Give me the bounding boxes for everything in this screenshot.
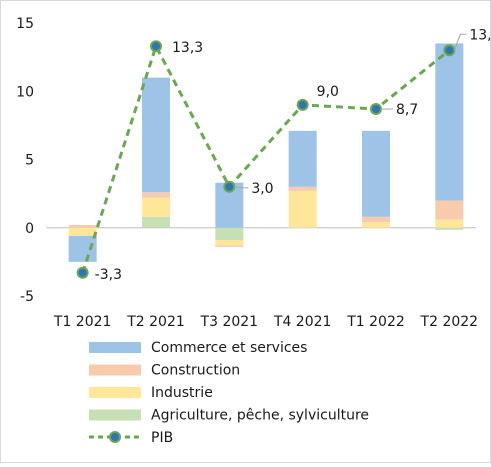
y-tick-label: 5 (25, 153, 34, 169)
bar-commerce-et-services (68, 235, 97, 262)
legend-swatch-marker (109, 431, 121, 443)
x-tick-label: T3 2021 (200, 314, 259, 330)
bar-construction (362, 216, 390, 223)
data-label: 13,3 (172, 40, 203, 56)
bar-agriculture-peche-sylviculture (435, 227, 464, 230)
x-tick-label: T2 2021 (126, 314, 185, 330)
bar-commerce-et-services (435, 43, 464, 201)
axis-layer: -5 0 5 10 15 T1 2021 T2 2021 T3 2021 T4 2021 T1 2… (16, 16, 478, 330)
legend-swatch (89, 364, 141, 376)
legend-label: Industrie (151, 385, 213, 401)
y-tick-label: 0 (25, 221, 34, 237)
bar-construction (142, 192, 170, 198)
pib-marker (296, 98, 309, 111)
bars-layer (68, 43, 464, 262)
pib-marker (76, 266, 89, 279)
data-label: 9,0 (317, 84, 339, 100)
data-label: 8,7 (396, 102, 418, 118)
legend-label: Commerce et services (151, 340, 307, 356)
bar-industrie (142, 197, 170, 217)
bar-agriculture-peche-sylviculture (215, 227, 244, 241)
pib-marker (223, 180, 236, 193)
data-label: -3,3 (95, 267, 122, 283)
bar-commerce-et-services (288, 130, 317, 187)
bar-industrie (215, 240, 244, 246)
legend-label: Agriculture, pêche, sylviculture (151, 408, 369, 424)
bar-industrie (288, 190, 317, 228)
x-tick-label: T2 2022 (420, 314, 479, 330)
x-tick-label: T4 2021 (273, 314, 332, 330)
bar-construction (215, 245, 244, 247)
legend-swatch (89, 387, 141, 398)
pib-marker (150, 40, 162, 53)
bar-industrie (362, 222, 390, 228)
legend-label: PIB (151, 430, 173, 446)
bar-construction (68, 225, 97, 228)
data-label-leader (453, 33, 467, 51)
data-label: 13,0 (469, 27, 490, 43)
pib-marker (443, 44, 456, 57)
pib-marker (370, 102, 382, 115)
bar-agriculture-peche-sylviculture (142, 216, 170, 228)
data-label: 3,0 (251, 181, 273, 197)
bar-commerce-et-services (142, 77, 170, 193)
x-tick-label: T1 2022 (346, 314, 405, 330)
data-label-leader (234, 186, 249, 189)
bar-industrie (435, 219, 464, 228)
legend-label: Construction (151, 363, 240, 379)
y-tick-label: -5 (20, 289, 34, 305)
line-layer (76, 40, 456, 279)
bar-construction (288, 186, 317, 191)
legend-swatch (89, 409, 141, 421)
labels-layer: -3,3 13,3 3,0 9,0 8,7 13,0 (95, 27, 491, 283)
y-tick-label: 15 (16, 16, 34, 32)
bar-industrie (68, 227, 97, 236)
bar-commerce-et-services (362, 130, 390, 217)
y-tick-label: 10 (16, 84, 34, 100)
legend-swatch (89, 342, 141, 353)
pib-line (81, 42, 451, 274)
legend: Commerce et services Construction Industri… (89, 340, 369, 446)
bar-construction (435, 200, 464, 220)
x-tick-label: T1 2021 (53, 314, 112, 330)
